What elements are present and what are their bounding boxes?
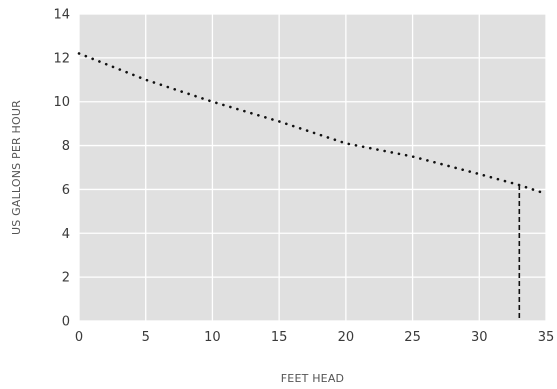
y-tick-label-0: 0 <box>62 315 70 330</box>
x-tick-label-20: 20 <box>338 330 355 345</box>
x-tick-label-10: 10 <box>204 330 221 345</box>
x-tick-labels: 0 5 10 15 20 25 30 35 <box>75 330 554 345</box>
plot-background <box>79 14 546 321</box>
y-axis-title: US GALLONS PER HOUR <box>10 100 23 235</box>
series-line-0 <box>77 52 548 196</box>
y-tick-label-10: 10 <box>53 95 70 110</box>
x-tick-label-35: 35 <box>538 330 555 345</box>
x-tick-label-25: 25 <box>404 330 421 345</box>
x-tick-label-0: 0 <box>75 330 83 345</box>
y-tick-label-14: 14 <box>53 8 70 23</box>
series-layer <box>77 52 548 196</box>
y-tick-label-8: 8 <box>62 139 70 154</box>
x-tick-label-15: 15 <box>271 330 288 345</box>
x-axis-title: FEET HEAD <box>281 372 344 385</box>
y-tick-label-6: 6 <box>62 183 70 198</box>
x-tick-label-5: 5 <box>142 330 150 345</box>
x-tick-label-30: 30 <box>471 330 488 345</box>
y-tick-label-12: 12 <box>53 51 70 66</box>
grid-lines <box>78 13 547 322</box>
y-tick-labels: 0 2 4 6 8 10 12 14 <box>53 8 70 330</box>
y-tick-label-4: 4 <box>62 227 70 242</box>
y-tick-label-2: 2 <box>62 271 70 286</box>
